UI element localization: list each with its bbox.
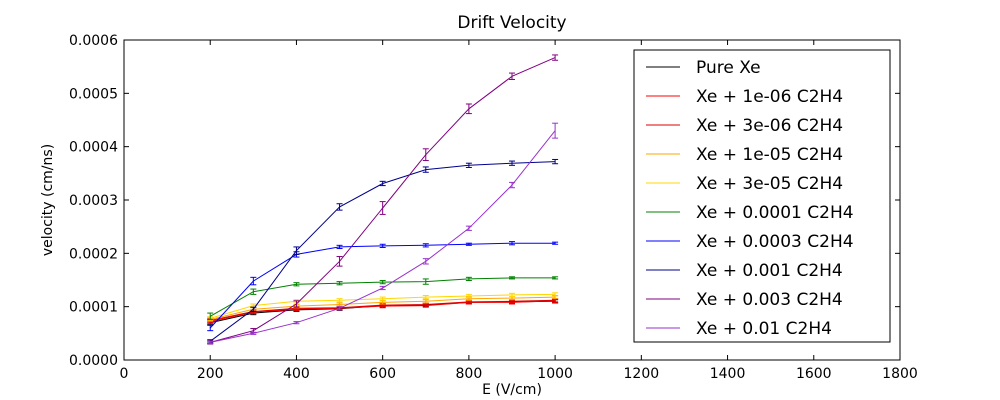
- ticks-layer: 0 200 400 600 800 1000 1200 1400 1600 1800 0.0000 0…: [69, 33, 918, 382]
- data-point: [379, 296, 386, 301]
- data-point: [379, 243, 386, 248]
- data-point: [336, 256, 343, 267]
- y-tick-label: 0.0005: [69, 86, 118, 102]
- data-point: [465, 162, 472, 168]
- data-point: [207, 324, 214, 332]
- x-tick-label: 1000: [537, 366, 573, 382]
- data-point: [552, 292, 559, 297]
- x-axis-label: E (V/cm): [482, 382, 542, 398]
- y-tick-label: 0.0000: [69, 353, 118, 369]
- data-point: [379, 180, 386, 187]
- legend-label: Xe + 0.003 C2H4: [696, 290, 843, 310]
- data-point: [509, 181, 515, 189]
- y-tick-label: 0.0003: [69, 193, 118, 209]
- data-point: [336, 281, 343, 286]
- data-point: [422, 243, 429, 248]
- data-point: [465, 293, 472, 299]
- data-point: [465, 242, 472, 246]
- x-tick-label: 800: [456, 366, 483, 382]
- y-tick-label: 0.0001: [69, 300, 118, 316]
- legend-item: Xe + 0.0001 C2H4: [646, 203, 854, 223]
- x-tick-label: 1200: [624, 366, 660, 382]
- data-point: [552, 158, 559, 165]
- data-point: [336, 298, 343, 303]
- legend-label: Xe + 3e-06 C2H4: [696, 116, 843, 136]
- legend-label: Xe + 0.01 C2H4: [696, 319, 832, 339]
- legend-item: Xe + 3e-06 C2H4: [646, 116, 843, 136]
- legend-label: Xe + 3e-05 C2H4: [696, 174, 843, 194]
- data-point: [465, 103, 472, 115]
- y-tick-label: 0.0004: [69, 140, 118, 156]
- legend: Pure Xe Xe + 1e-06 C2H4 Xe + 3e-06 C2H4 Xe …: [633, 49, 891, 343]
- series-7: [207, 158, 559, 344]
- data-point: [509, 160, 515, 166]
- x-tick-label: 200: [197, 366, 224, 382]
- data-point: [336, 302, 343, 307]
- data-point: [336, 244, 343, 250]
- legend-box: [633, 49, 891, 343]
- legend-item: Xe + 0.003 C2H4: [646, 290, 843, 310]
- series-9: [207, 122, 559, 344]
- data-point: [422, 148, 429, 162]
- data-point: [552, 122, 559, 139]
- data-point: [422, 278, 429, 285]
- x-tick-label: 1800: [882, 366, 918, 382]
- data-point: [422, 166, 429, 173]
- data-point: [250, 306, 257, 312]
- data-point: [422, 299, 429, 304]
- legend-item: Xe + 0.0003 C2H4: [646, 232, 854, 252]
- data-point: [509, 292, 515, 298]
- data-point: [465, 276, 472, 282]
- x-tick-label: 1400: [710, 366, 746, 382]
- chart-title: Drift Velocity: [457, 13, 566, 33]
- legend-label: Xe + 0.001 C2H4: [696, 261, 843, 281]
- data-point: [509, 241, 515, 246]
- data-point: [207, 312, 214, 320]
- legend-item: Xe + 1e-06 C2H4: [646, 87, 843, 107]
- data-point: [379, 201, 386, 215]
- data-point: [509, 276, 515, 280]
- y-tick-label: 0.0002: [69, 246, 118, 262]
- data-point: [552, 276, 559, 280]
- series-layer: [207, 54, 559, 345]
- data-point: [422, 258, 429, 265]
- legend-label: Xe + 0.0003 C2H4: [696, 232, 854, 252]
- legend-label: Xe + 1e-05 C2H4: [696, 145, 843, 165]
- legend-label: Xe + 0.0001 C2H4: [696, 203, 854, 223]
- x-tick-label: 400: [283, 366, 310, 382]
- data-point: [336, 203, 343, 211]
- data-point: [379, 280, 386, 285]
- y-tick-label: 0.0006: [69, 33, 118, 49]
- data-point: [552, 54, 559, 61]
- data-point: [250, 288, 257, 295]
- data-point: [207, 340, 214, 344]
- series-line: [209, 161, 556, 342]
- data-point: [336, 306, 343, 311]
- legend-item: Pure Xe: [646, 58, 761, 78]
- data-point: [293, 282, 300, 287]
- legend-label: Xe + 1e-06 C2H4: [696, 87, 843, 107]
- x-tick-label: 600: [369, 366, 396, 382]
- y-axis-label: velocity (cm/ns): [40, 144, 56, 256]
- legend-item: Xe + 3e-05 C2H4: [646, 174, 843, 194]
- data-point: [379, 285, 386, 291]
- legend-item: Xe + 0.01 C2H4: [646, 319, 832, 339]
- data-point: [293, 321, 300, 325]
- x-tick-label: 0: [120, 366, 129, 382]
- data-point: [250, 276, 257, 286]
- data-point: [250, 331, 257, 335]
- legend-label: Pure Xe: [696, 58, 761, 78]
- data-point: [552, 241, 559, 245]
- data-point: [379, 300, 386, 305]
- legend-item: Xe + 1e-05 C2H4: [646, 145, 843, 165]
- data-point: [465, 225, 472, 231]
- data-point: [422, 294, 429, 300]
- series-line: [209, 242, 556, 329]
- data-point: [293, 246, 300, 255]
- legend-item: Xe + 0.001 C2H4: [646, 261, 843, 281]
- data-point: [293, 300, 300, 308]
- data-point: [509, 72, 515, 80]
- x-tick-label: 1600: [796, 366, 832, 382]
